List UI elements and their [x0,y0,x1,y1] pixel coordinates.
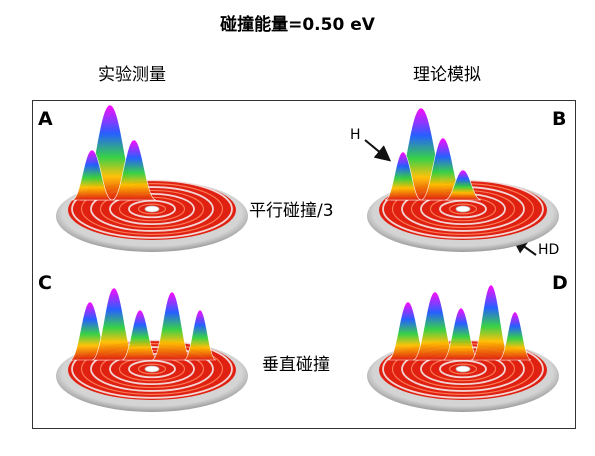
arrow-h [364,139,392,162]
surface-plot-d [367,284,559,412]
surface-d-peak-3 [442,307,480,361]
surface-plot-b [367,107,559,252]
panel-letter-b: B [552,108,567,130]
row-label-perpendicular: 垂直碰撞 [262,355,330,375]
figure-frame [32,100,576,429]
column-header-theory: 理论模拟 [413,65,481,85]
surface-c-ring-8 [137,363,167,375]
surface-c-ring-3 [90,346,214,392]
surface-a-ring-8 [137,203,167,215]
figure-title: 碰撞能量=0.50 eV [220,15,375,35]
surface-a-ring-5 [109,192,195,226]
surface-d-ring-8 [448,363,478,375]
surface-d-peak-5 [498,311,532,361]
surface-a-ring-4 [99,189,205,229]
panel-letter-c: C [38,272,52,294]
row-label-parallel: 平行碰撞/3 [249,201,334,221]
surface-b-peak-4 [444,169,482,201]
surface-a-ring-3 [90,186,214,232]
surface-c-peak-3 [121,309,159,361]
surface-plot-c [56,287,248,412]
surface-d-center [455,365,471,373]
surface-a-peak-2 [111,139,157,201]
surface-a-ring-7 [128,199,176,219]
surface-a-peak-3 [71,149,113,201]
surface-c-peak-5 [183,309,217,361]
surface-a-ring-1 [71,179,233,239]
surface-c-peak-4 [151,291,193,361]
surface-c-ring-1 [71,339,233,399]
surface-b-center [455,205,471,213]
surface-b-ring-8 [448,203,478,215]
column-header-experiment: 实验测量 [98,65,166,85]
surface-a-center [144,205,160,213]
surface-b-ring-7 [439,199,487,219]
annotation-hd-label: HD [538,242,560,258]
annotation-h-label: H [350,127,361,143]
panel-letter-d: D [552,272,568,294]
surface-c-ring-7 [128,359,176,379]
surface-a-ring-2 [80,183,224,235]
surface-b-peak-3 [384,151,422,201]
surface-c-ring-2 [80,343,224,395]
surface-plot-a [56,104,248,252]
surface-c-center [144,365,160,373]
panel-letter-a: A [38,108,53,130]
surface-d-ring-7 [439,359,487,379]
